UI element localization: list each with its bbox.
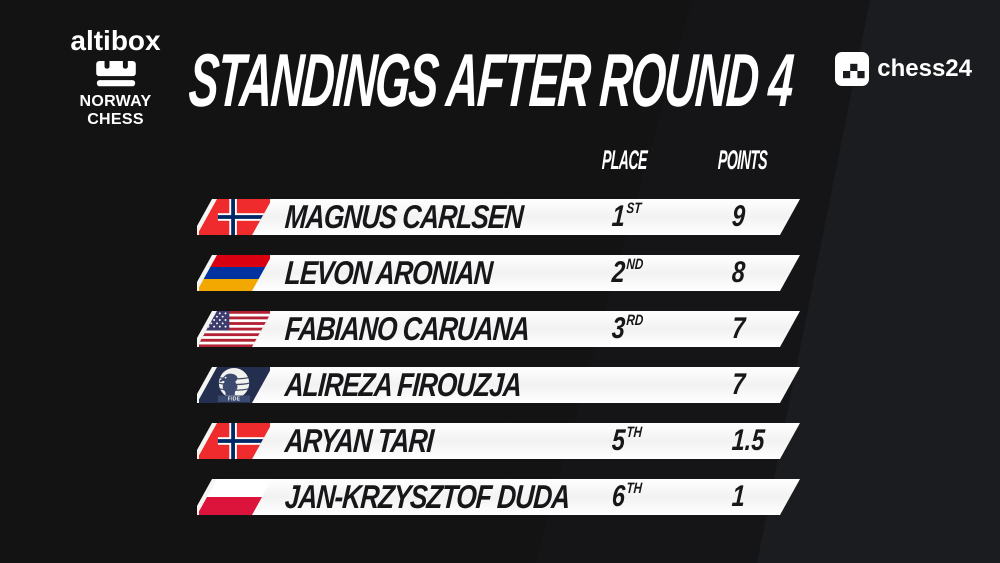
svg-text:FIDE: FIDE <box>228 396 241 402</box>
